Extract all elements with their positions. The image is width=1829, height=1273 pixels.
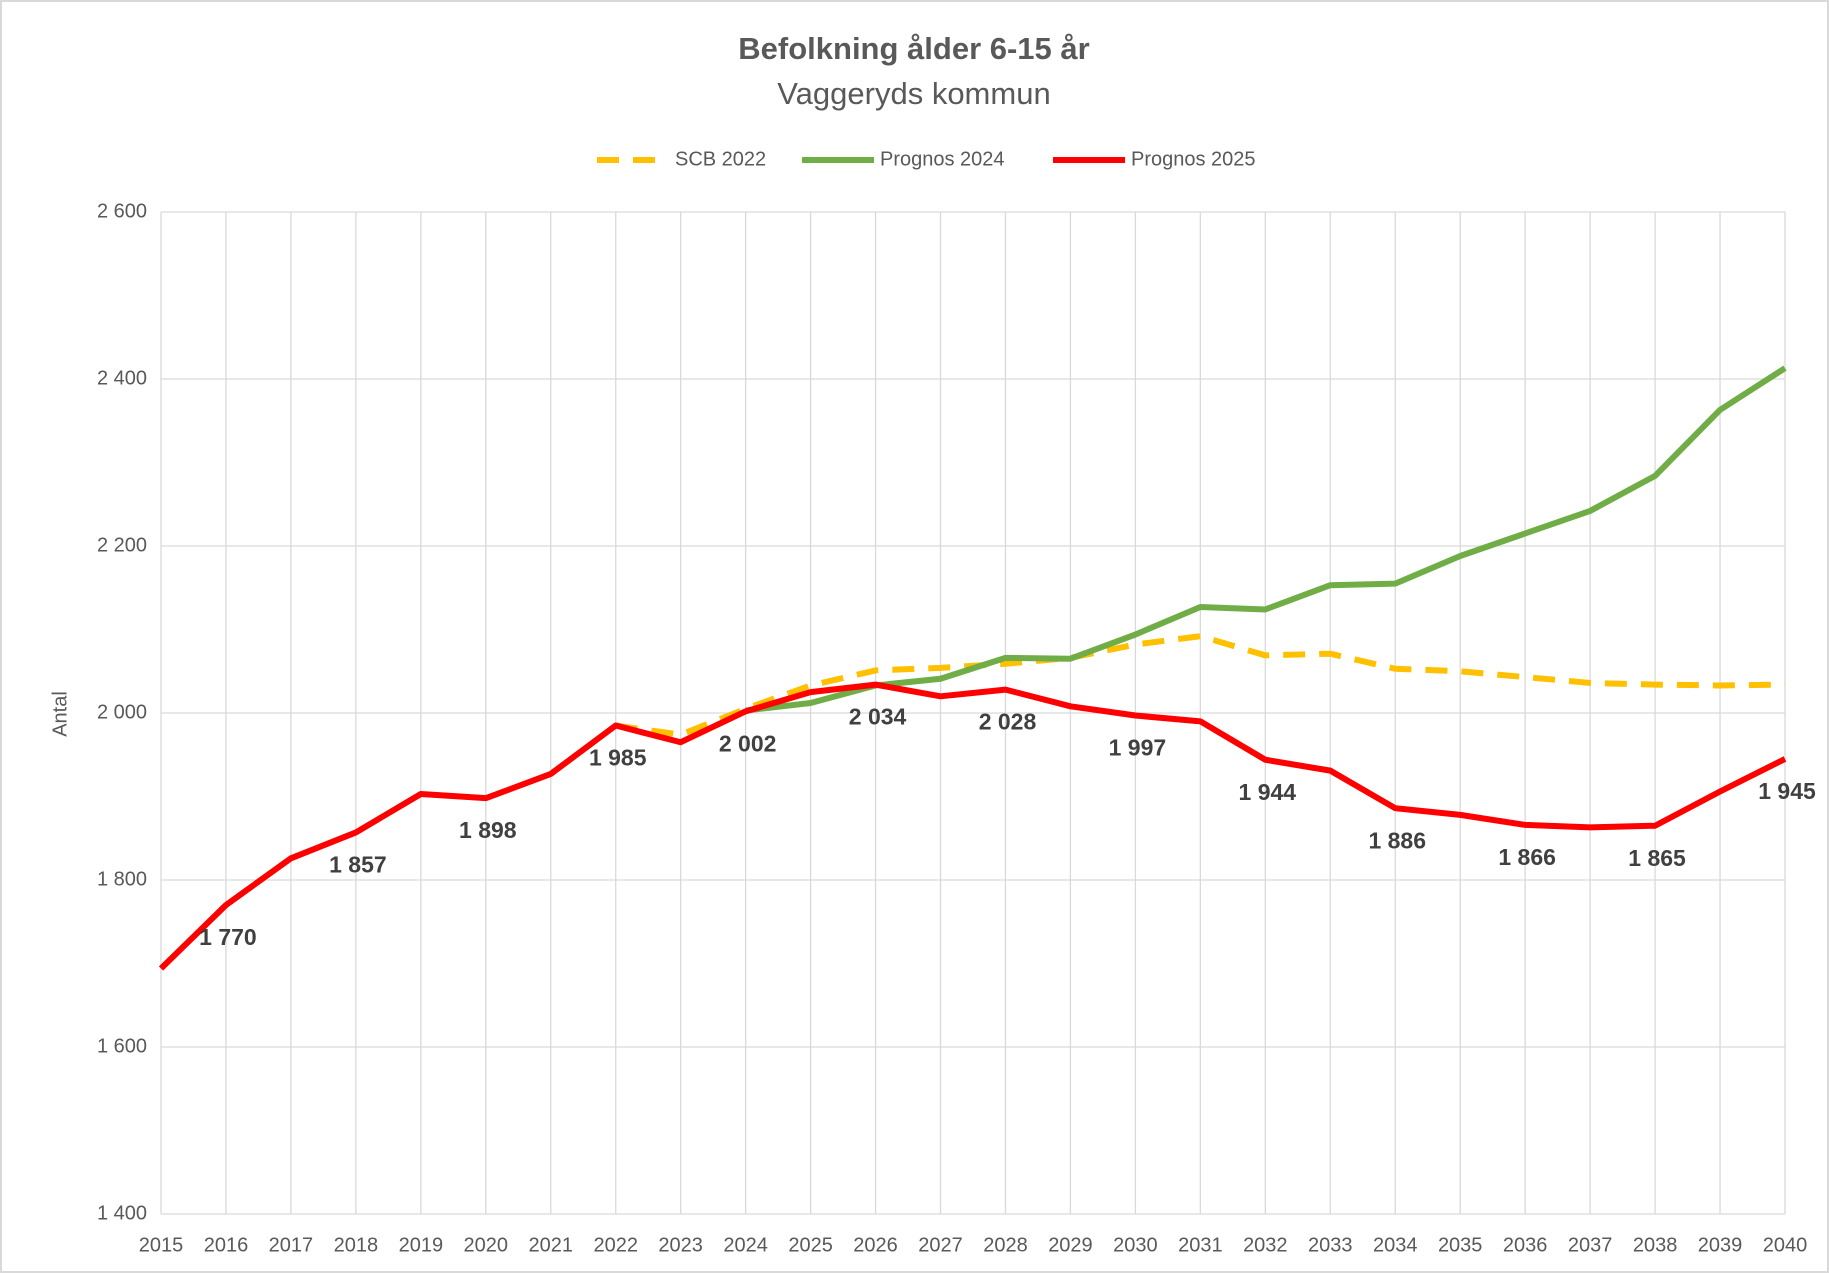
data-label: 1 985: [589, 745, 647, 771]
x-tick-label: 2027: [918, 1234, 963, 1256]
x-tick-label: 2033: [1308, 1234, 1353, 1256]
x-tick-label: 2029: [1048, 1234, 1093, 1256]
data-label: 1 865: [1628, 845, 1686, 871]
y-axis-label: Antal: [49, 691, 71, 737]
x-tick-label: 2018: [334, 1234, 379, 1256]
legend-label: SCB 2022: [675, 148, 766, 170]
data-label: 2 034: [849, 704, 907, 730]
x-tick-label: 2023: [658, 1234, 703, 1256]
x-tick-label: 2037: [1568, 1234, 1613, 1256]
y-tick-label: 2 000: [97, 701, 147, 723]
x-tick-label: 2038: [1633, 1234, 1678, 1256]
x-tick-label: 2016: [204, 1234, 249, 1256]
data-label: 1 886: [1368, 827, 1426, 853]
data-label: 2 002: [719, 730, 777, 756]
x-tick-label: 2032: [1243, 1234, 1288, 1256]
x-tick-label: 2022: [593, 1234, 638, 1256]
x-tick-label: 2035: [1438, 1234, 1483, 1256]
x-tick-label: 2034: [1373, 1234, 1418, 1256]
data-label: 1 944: [1239, 779, 1297, 805]
series-line: [615, 633, 1786, 738]
data-label: 1 857: [329, 851, 387, 877]
y-tick-label: 2 400: [97, 367, 147, 389]
x-tick-label: 2025: [788, 1234, 833, 1256]
chart-title: Befolkning ålder 6-15 år: [738, 31, 1089, 66]
x-tick-label: 2019: [399, 1234, 444, 1256]
series-line: [745, 365, 1787, 714]
x-tick-label: 2026: [853, 1234, 898, 1256]
x-tick-label: 2015: [139, 1234, 184, 1256]
x-tick-label: 2036: [1503, 1234, 1548, 1256]
x-tick-label: 2031: [1178, 1234, 1223, 1256]
data-label: 1 866: [1498, 844, 1556, 870]
y-tick-label: 2 600: [97, 200, 147, 222]
x-tick-label: 2024: [723, 1234, 768, 1256]
data-label: 1 945: [1758, 778, 1816, 804]
legend-label: Prognos 2024: [880, 148, 1005, 170]
x-tick-label: 2017: [269, 1234, 314, 1256]
x-tick-label: 2039: [1698, 1234, 1743, 1256]
x-tick-label: 2028: [983, 1234, 1028, 1256]
series-line: [158, 681, 1787, 971]
legend-label: Prognos 2025: [1131, 148, 1256, 170]
x-tick-label: 2030: [1113, 1234, 1158, 1256]
y-tick-label: 1 600: [97, 1035, 147, 1057]
x-tick-label: 2020: [464, 1234, 509, 1256]
y-tick-label: 1 800: [97, 868, 147, 890]
y-tick-label: 2 200: [97, 534, 147, 556]
chart-subtitle: Vaggeryds kommun: [777, 76, 1050, 111]
data-label: 1 898: [459, 817, 517, 843]
x-tick-label: 2040: [1763, 1234, 1808, 1256]
data-label: 2 028: [979, 709, 1037, 735]
x-tick-label: 2021: [529, 1234, 574, 1256]
data-label: 1 997: [1109, 735, 1167, 761]
y-tick-label: 1 400: [97, 1202, 147, 1224]
data-label: 1 770: [199, 924, 257, 950]
